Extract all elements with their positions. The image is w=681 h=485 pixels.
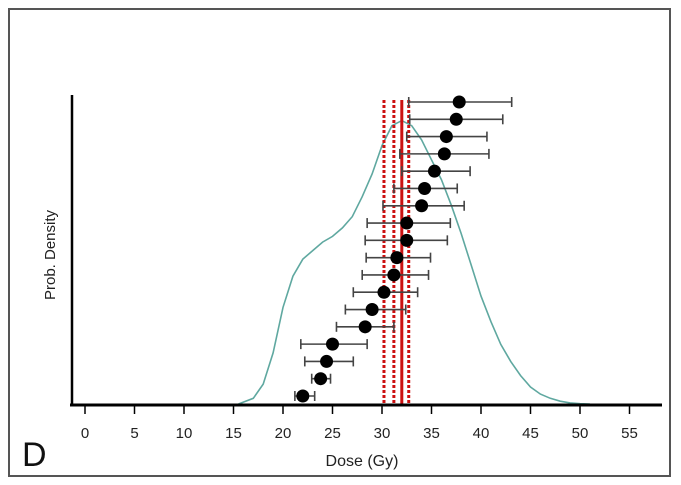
figure-frame	[8, 8, 671, 477]
point-marker	[326, 337, 339, 351]
point-marker	[358, 320, 372, 334]
point-marker	[400, 216, 414, 230]
point-marker	[390, 251, 404, 265]
point-marker	[400, 233, 414, 247]
data-point	[303, 354, 355, 368]
x-tick-label: 5	[130, 425, 138, 442]
x-tick-label: 35	[423, 425, 440, 442]
point-marker	[418, 181, 432, 195]
y-axis-label: Prob. Density	[42, 209, 59, 300]
data-point	[405, 130, 488, 144]
point-marker	[387, 268, 401, 282]
data-point	[344, 303, 407, 317]
density-layer	[238, 119, 590, 405]
x-tick-label: 55	[621, 425, 638, 442]
x-tick-label: 20	[275, 425, 292, 442]
data-point	[408, 112, 504, 126]
x-tick-label: 50	[572, 425, 589, 442]
data-point	[382, 199, 465, 213]
x-tick-label: 15	[225, 425, 242, 442]
points-layer	[294, 95, 513, 403]
data-point	[310, 372, 332, 386]
data-point	[294, 389, 316, 403]
point-marker	[439, 130, 453, 144]
panel-label: D	[22, 436, 47, 474]
data-point	[399, 147, 490, 161]
x-tick-label: 40	[473, 425, 490, 442]
data-point	[364, 233, 449, 247]
data-point	[366, 216, 452, 230]
point-marker	[427, 164, 441, 178]
point-marker	[365, 303, 379, 317]
point-marker	[452, 95, 466, 109]
data-point	[407, 95, 513, 109]
data-point	[393, 181, 459, 195]
data-point	[400, 164, 471, 178]
x-tick-label: 0	[81, 425, 89, 442]
x-axis-label: Dose (Gy)	[326, 453, 399, 470]
point-marker	[296, 389, 310, 403]
density-curve	[238, 119, 590, 405]
point-marker	[320, 354, 334, 368]
x-tick-label: 25	[324, 425, 341, 442]
data-point	[365, 251, 432, 265]
x-tick-label: 45	[522, 425, 539, 442]
data-point	[335, 320, 395, 334]
point-marker	[449, 112, 463, 126]
point-marker	[377, 285, 391, 299]
point-marker	[415, 199, 429, 213]
x-tick-label: 10	[176, 425, 193, 442]
data-point	[361, 268, 430, 282]
point-marker	[437, 147, 451, 161]
data-point	[352, 285, 419, 299]
point-marker	[314, 372, 328, 386]
x-tick-label: 30	[374, 425, 391, 442]
axes-layer	[70, 95, 662, 407]
data-point	[300, 337, 368, 351]
x-ticks-layer: 0 5 10 15 20 25 30 35 40 45 50 55	[81, 405, 638, 442]
